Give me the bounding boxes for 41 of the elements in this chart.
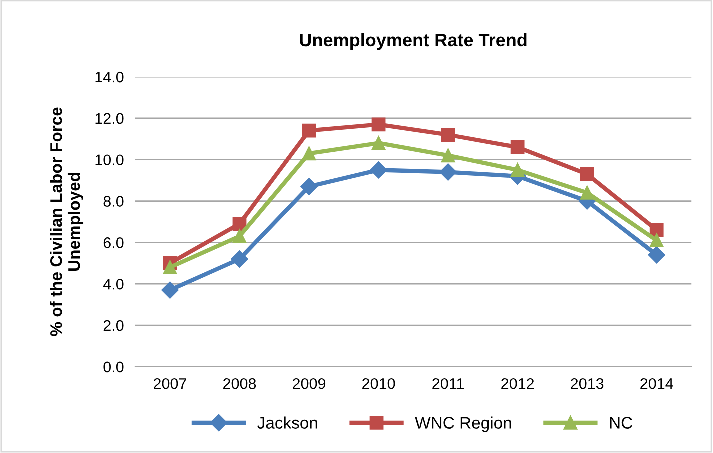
y-tick-label: 6.0 (104, 238, 124, 248)
y-tick-label: 8.0 (104, 196, 124, 207)
point (372, 136, 386, 150)
y-tick-label: 12.0 (96, 113, 124, 124)
y-axis-title: % of the Civilian Labor Force Unemployed (50, 108, 84, 336)
point (510, 140, 525, 154)
point (163, 260, 178, 274)
legend-label: Jackson (258, 416, 318, 429)
point (232, 217, 247, 231)
point (648, 246, 666, 264)
point (510, 163, 525, 178)
point (372, 118, 386, 132)
x-tick-label: 2012 (502, 378, 534, 390)
point (370, 162, 388, 179)
legend-label: NC (610, 417, 632, 429)
x-tick-label: 2010 (362, 378, 396, 390)
x-tick-label: 2007 (154, 378, 186, 390)
y-tick-label: 4.0 (103, 278, 124, 290)
x-tick-label: 2013 (571, 378, 604, 390)
y-tick-label: 0.0 (104, 362, 124, 373)
point (300, 178, 318, 196)
x-tick-label: 2014 (640, 378, 674, 390)
point (580, 186, 594, 200)
point (440, 164, 457, 181)
point (302, 124, 316, 138)
point (302, 146, 316, 161)
point (441, 148, 456, 163)
chart-title: Unemployment Rate Trend (300, 33, 527, 50)
legend-label: WNC Region (415, 416, 512, 432)
y-tick-label: 2.0 (104, 320, 124, 332)
x-tick-label: 2008 (224, 378, 256, 390)
y-tick-label: 10.0 (96, 154, 124, 166)
point (580, 167, 594, 182)
point (650, 234, 664, 248)
point (162, 282, 179, 299)
point (231, 250, 248, 268)
x-tick-label: 2009 (293, 378, 326, 390)
point (441, 128, 456, 142)
x-tick-label: 2011 (432, 378, 464, 390)
y-tick-label: 14.0 (96, 72, 124, 83)
point (232, 230, 247, 244)
